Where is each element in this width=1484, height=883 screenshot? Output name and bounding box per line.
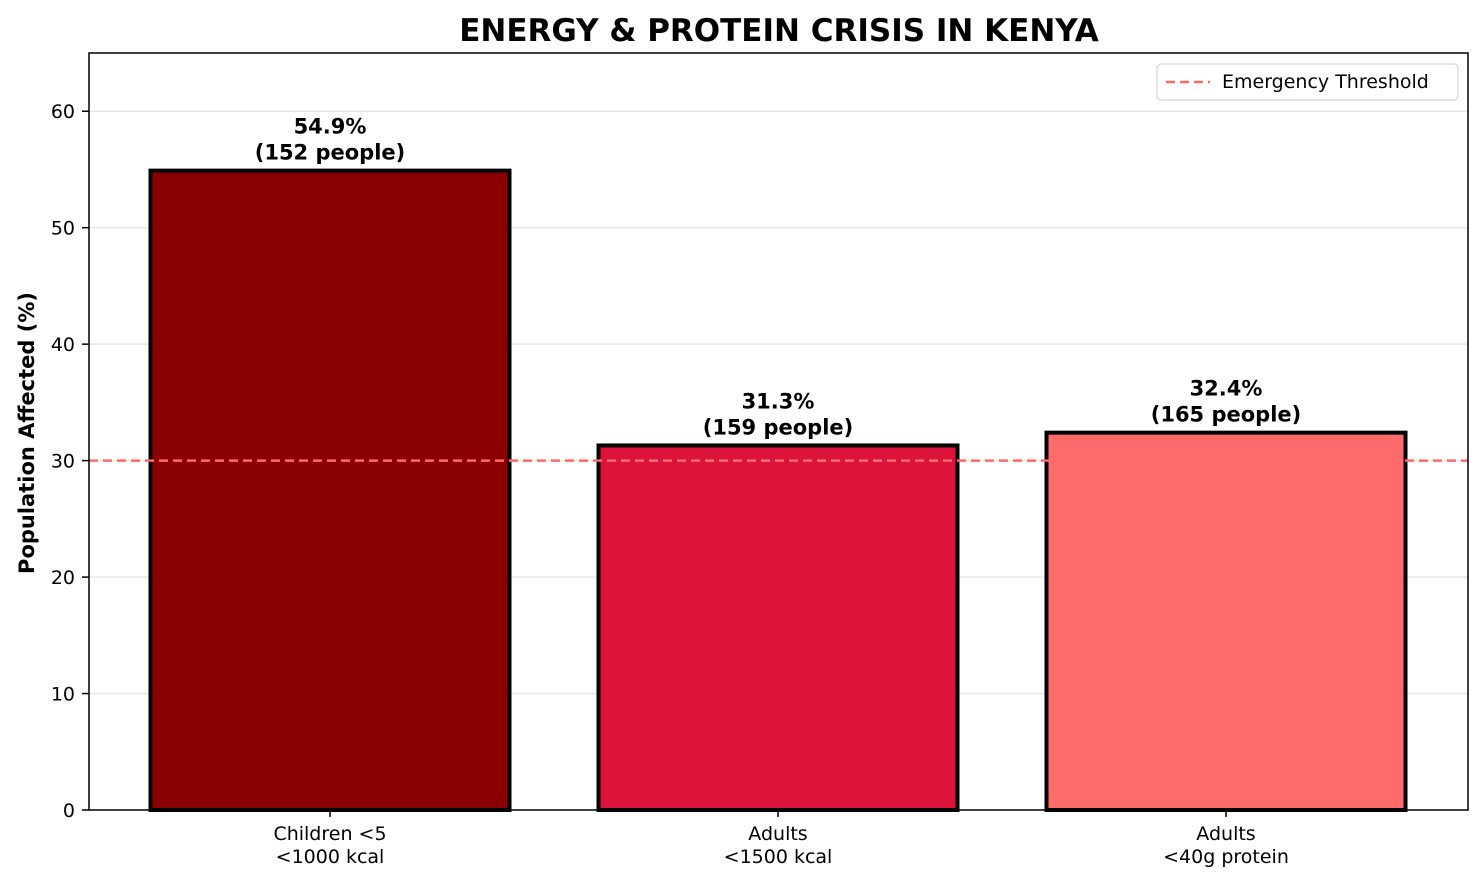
bar	[148, 168, 512, 812]
legend-box	[1156, 63, 1459, 101]
bar-value-labels: 54.9%(152 people) 31.3%(159 people) 32.4%(…	[255, 115, 1302, 440]
y-axis-label: Population Affected (%)	[15, 292, 39, 574]
x-tick-label: <40g protein	[1163, 846, 1289, 868]
y-tick-label: 0	[63, 800, 75, 822]
bar-count-label: (159 people)	[703, 415, 854, 439]
x-tick-label: <1500 kcal	[724, 846, 833, 868]
y-tick-label: 10	[51, 684, 75, 706]
x-tick-label: Children <5	[273, 823, 386, 845]
legend: Emergency Threshold	[1156, 63, 1459, 101]
bar-value-label: 31.3%	[742, 389, 815, 413]
y-axis-ticks: 0 10 20 30 40 50 60	[51, 101, 89, 822]
y-tick-label: 60	[51, 101, 75, 123]
bar-value-label: 32.4%	[1190, 377, 1263, 401]
x-tick-label: <1000 kcal	[276, 846, 385, 868]
y-tick-label: 50	[51, 218, 75, 240]
x-tick-label: Adults	[1196, 823, 1255, 845]
y-tick-label: 20	[51, 567, 75, 589]
bar-count-label: (152 people)	[255, 141, 406, 165]
legend-label: Emergency Threshold	[1222, 71, 1429, 93]
chart-title: ENERGY & PROTEIN CRISIS IN KENYA	[459, 13, 1099, 49]
bar-value-label: 54.9%	[294, 115, 367, 139]
x-tick-label: Adults	[748, 823, 807, 845]
y-tick-label: 40	[51, 334, 75, 356]
bar-count-label: (165 people)	[1151, 403, 1302, 427]
y-tick-label: 30	[51, 451, 75, 473]
bar	[1044, 430, 1408, 812]
bars	[148, 168, 1408, 812]
bar	[596, 443, 960, 812]
